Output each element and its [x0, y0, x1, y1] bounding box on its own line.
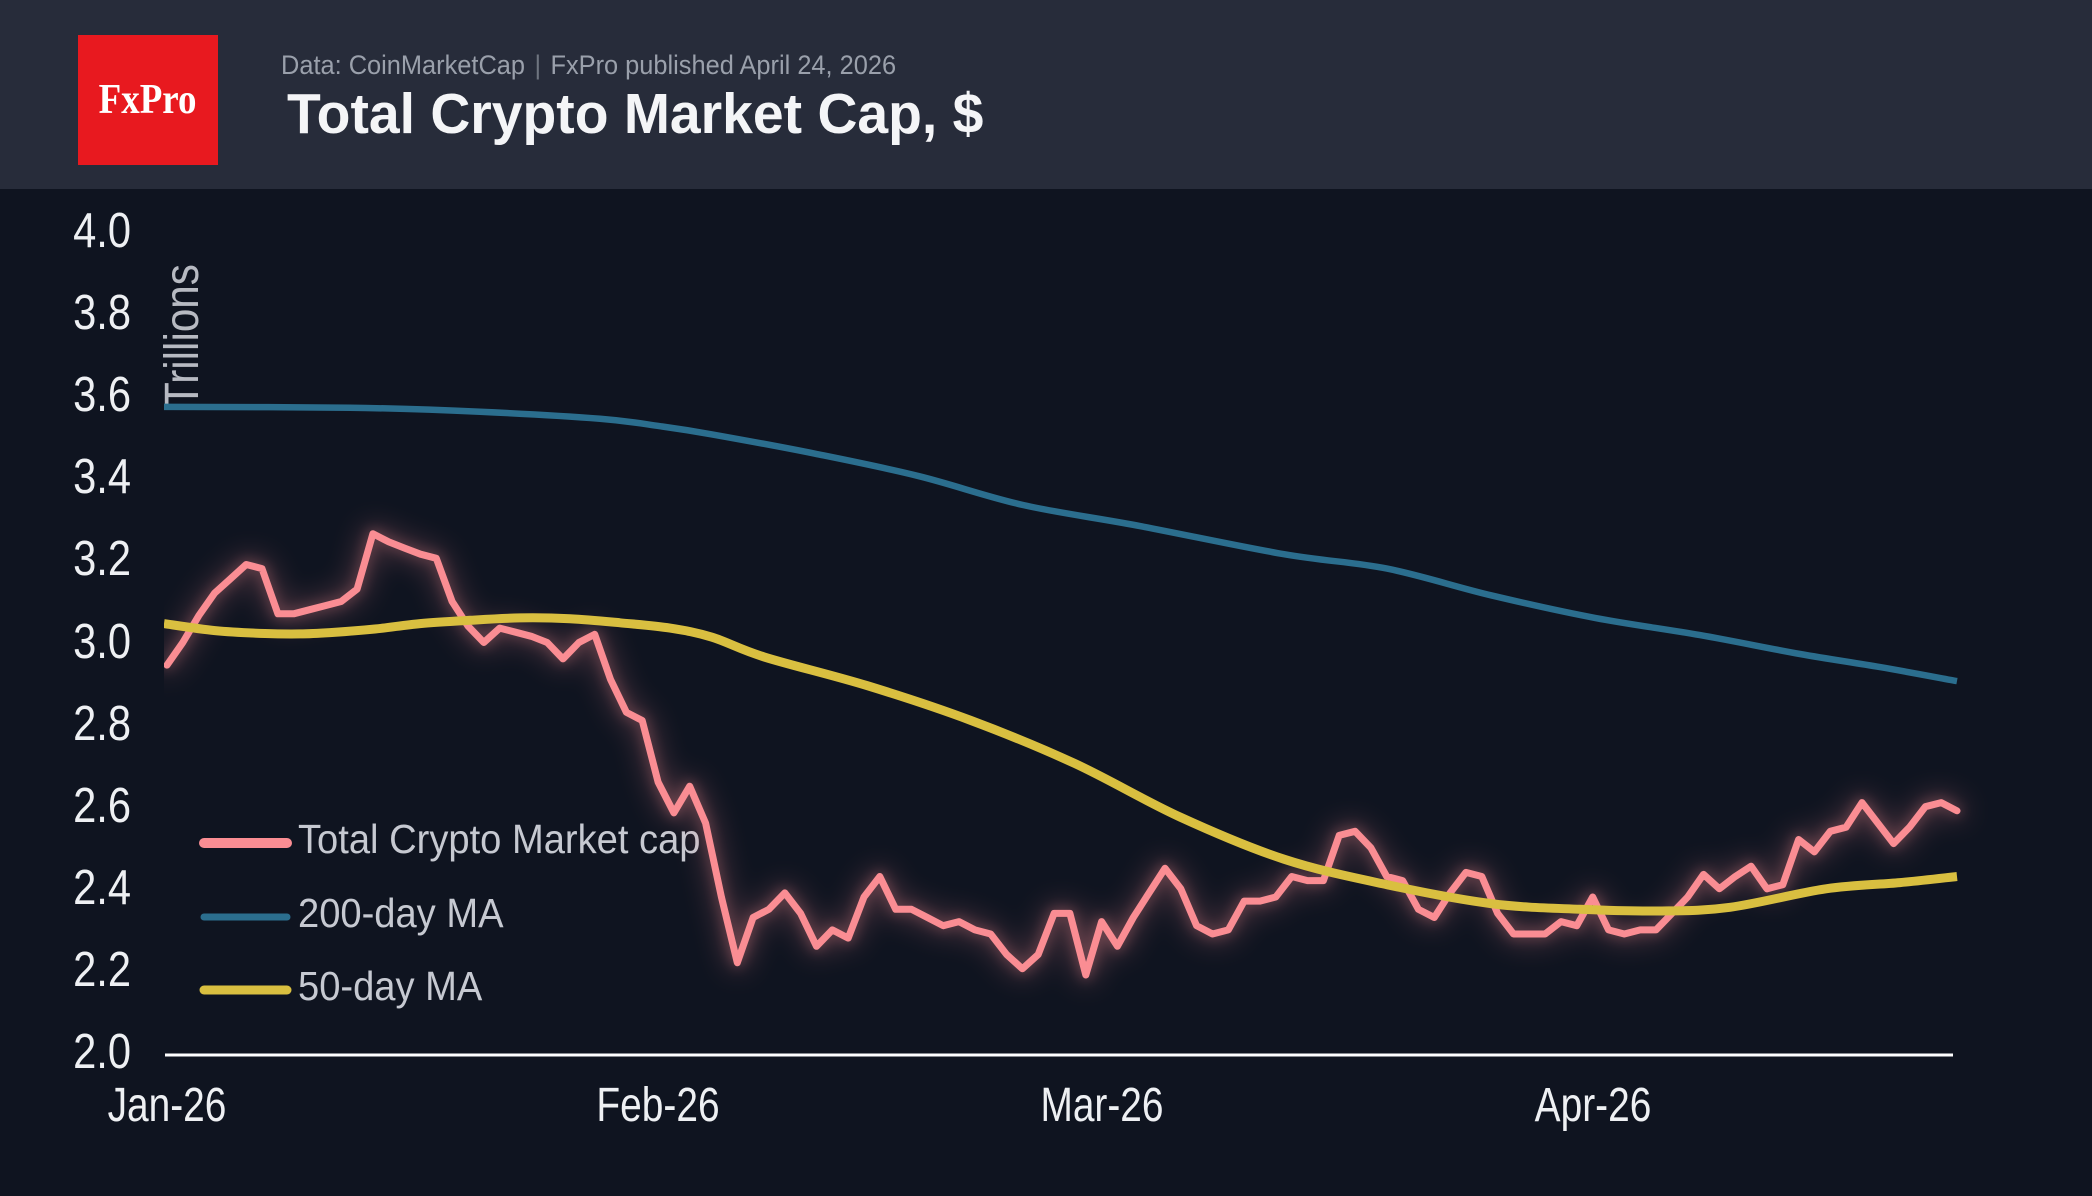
- svg-text:2.6: 2.6: [73, 778, 131, 833]
- svg-text:Total Crypto Market cap: Total Crypto Market cap: [298, 817, 701, 863]
- svg-text:3.8: 3.8: [73, 285, 131, 340]
- svg-text:Mar-26: Mar-26: [1040, 1078, 1163, 1132]
- svg-text:4.0: 4.0: [73, 203, 131, 258]
- svg-text:200-day MA: 200-day MA: [298, 891, 504, 937]
- svg-text:Jan-26: Jan-26: [108, 1078, 227, 1132]
- svg-text:2.8: 2.8: [73, 696, 131, 751]
- svg-text:2.0: 2.0: [73, 1024, 131, 1079]
- svg-text:3.0: 3.0: [73, 614, 131, 669]
- svg-text:Apr-26: Apr-26: [1535, 1078, 1652, 1132]
- svg-text:50-day MA: 50-day MA: [298, 964, 483, 1010]
- svg-text:2.4: 2.4: [73, 860, 131, 915]
- svg-text:3.6: 3.6: [73, 367, 131, 422]
- svg-text:Feb-26: Feb-26: [596, 1078, 719, 1132]
- svg-text:2.2: 2.2: [73, 942, 131, 997]
- svg-text:3.4: 3.4: [73, 449, 131, 504]
- svg-text:3.2: 3.2: [73, 531, 131, 586]
- svg-text:Trillions: Trillions: [154, 264, 208, 408]
